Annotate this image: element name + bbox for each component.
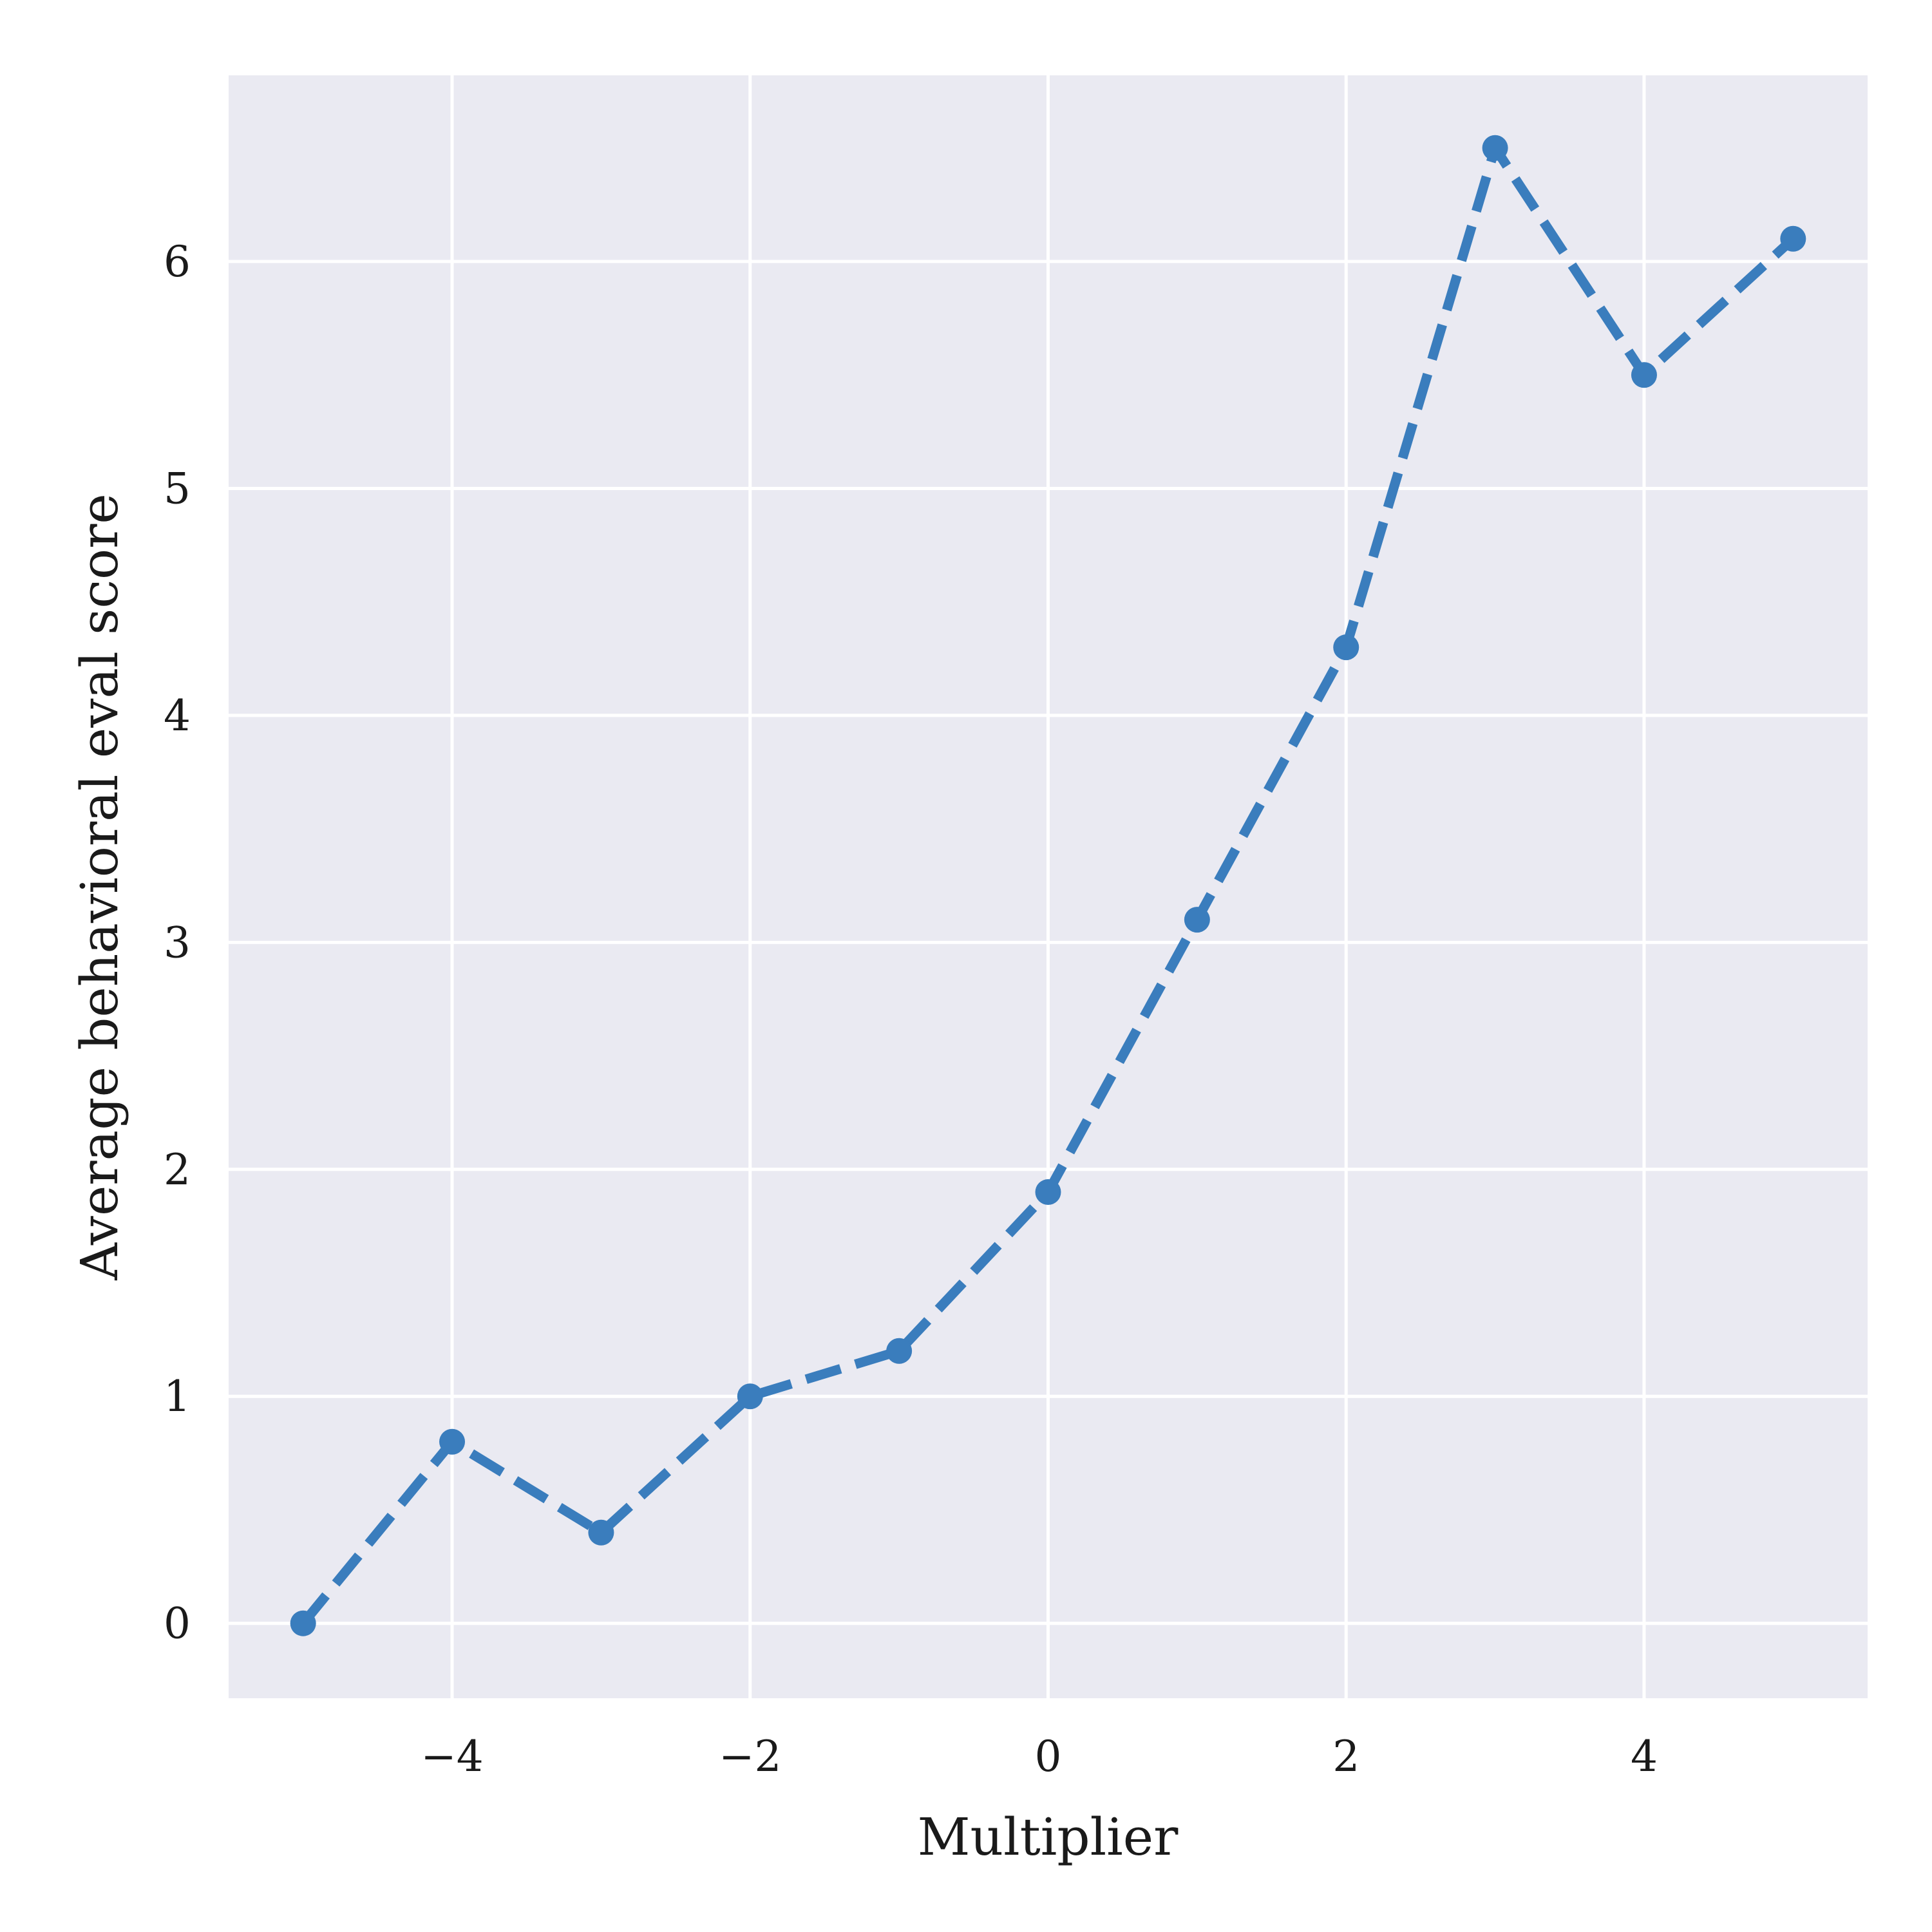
x-tick-label: 0 [1035, 1732, 1062, 1781]
data-point [1035, 1179, 1061, 1206]
x-axis-label: Multiplier [918, 1807, 1179, 1867]
y-tick-label: 1 [164, 1372, 191, 1421]
y-axis-label: Average behavioral eval score [70, 493, 129, 1281]
y-tick-labels: 0 1 2 3 4 5 6 [164, 237, 191, 1649]
y-tick-label: 6 [164, 237, 191, 287]
y-tick-label: 0 [164, 1599, 191, 1649]
data-point [737, 1383, 763, 1410]
data-point [290, 1610, 316, 1636]
y-tick-label: 3 [164, 918, 191, 967]
data-point [886, 1338, 913, 1364]
x-tick-label: 4 [1631, 1732, 1658, 1781]
x-tick-label: 2 [1332, 1732, 1359, 1781]
data-point [1780, 225, 1806, 252]
data-point [1631, 362, 1657, 388]
x-tick-labels: −4 −2 0 2 4 [421, 1732, 1658, 1781]
grid [229, 75, 1868, 1698]
x-tick-label: −4 [421, 1732, 483, 1781]
series-layer [290, 135, 1806, 1636]
data-point [1184, 907, 1210, 933]
x-tick-label: −2 [719, 1732, 781, 1781]
y-tick-label: 5 [164, 464, 191, 513]
y-tick-label: 2 [164, 1145, 191, 1195]
data-point [588, 1519, 614, 1546]
data-point [439, 1428, 466, 1455]
data-point [1333, 634, 1359, 661]
data-point [1482, 135, 1508, 161]
y-tick-label: 4 [164, 691, 191, 741]
